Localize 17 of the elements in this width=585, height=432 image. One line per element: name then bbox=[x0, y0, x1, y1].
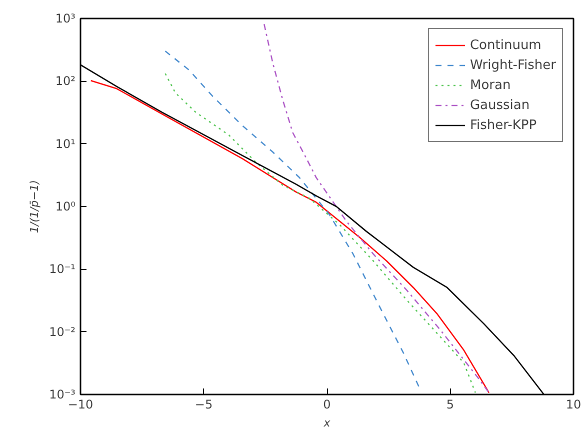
x-tick-label: 0 bbox=[323, 398, 331, 412]
x-axis-title: x bbox=[322, 416, 331, 430]
x-tick-label: 10 bbox=[566, 398, 582, 412]
legend-label: Fisher-KPP bbox=[470, 117, 537, 133]
y-axis-title: 1/(1/p̄−1) bbox=[28, 180, 42, 234]
y-tick-label: 10⁰ bbox=[55, 200, 76, 214]
y-tick-label: 10⁻¹ bbox=[49, 262, 76, 276]
legend-label: Continuum bbox=[470, 37, 542, 53]
y-tick-label: 10² bbox=[55, 74, 76, 88]
legend-label: Moran bbox=[470, 77, 511, 93]
y-tick-label: 10¹ bbox=[55, 136, 76, 151]
y-tick-label: 10³ bbox=[55, 12, 76, 26]
x-tick-label: −5 bbox=[194, 398, 213, 412]
legend-label: Gaussian bbox=[470, 97, 530, 113]
legend-label: Wright-Fisher bbox=[470, 57, 556, 73]
y-tick-label: 10⁻² bbox=[49, 324, 76, 339]
x-tick-label: 5 bbox=[446, 398, 454, 412]
